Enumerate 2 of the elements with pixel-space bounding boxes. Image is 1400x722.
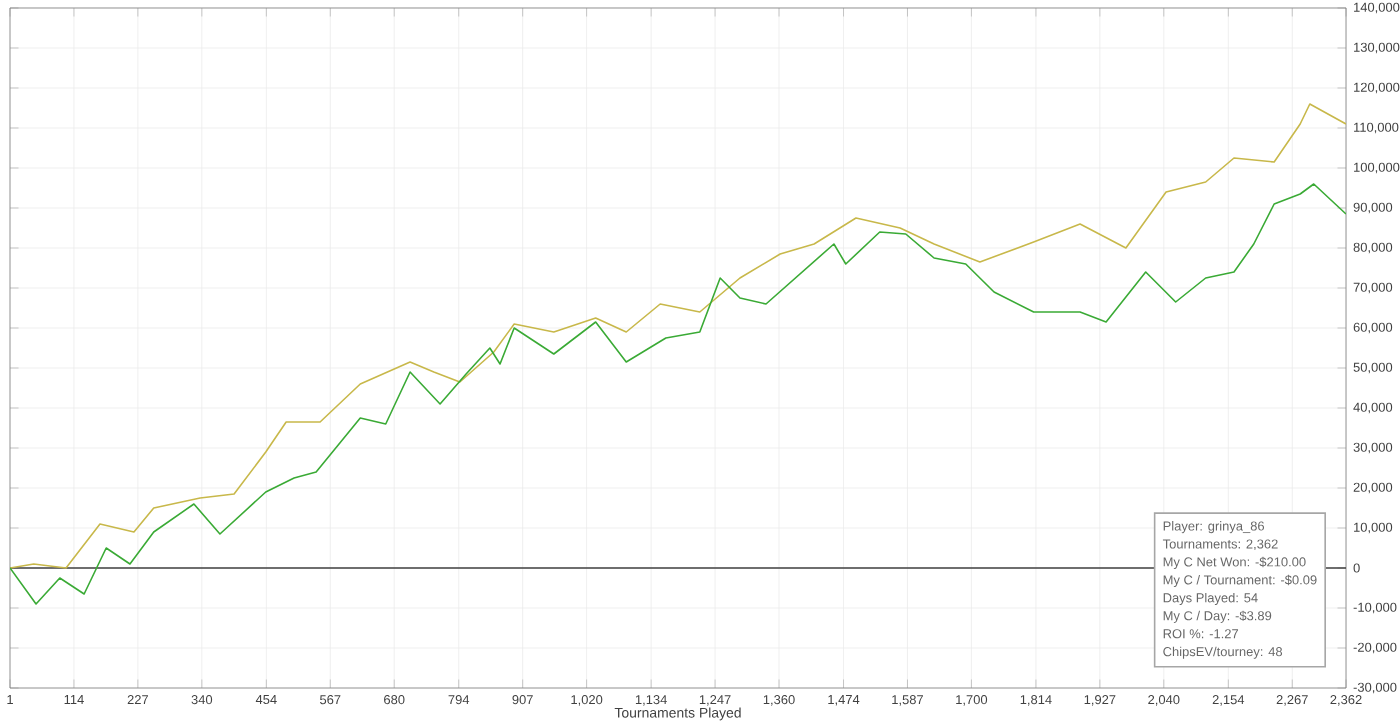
line-series: [10, 183, 1347, 605]
line-series: [10, 103, 1347, 569]
